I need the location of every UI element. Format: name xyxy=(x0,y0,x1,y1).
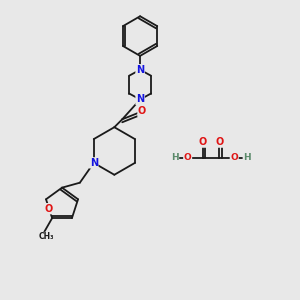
Text: O: O xyxy=(198,137,207,147)
Text: O: O xyxy=(230,153,238,162)
Text: H: H xyxy=(171,153,178,162)
Text: N: N xyxy=(136,65,144,75)
Text: O: O xyxy=(45,204,53,214)
Text: O: O xyxy=(215,137,224,147)
Text: H: H xyxy=(243,153,251,162)
Text: N: N xyxy=(90,158,98,168)
Text: O: O xyxy=(184,153,191,162)
Text: N: N xyxy=(136,94,144,104)
Text: O: O xyxy=(138,106,146,116)
Text: CH₃: CH₃ xyxy=(38,232,54,242)
